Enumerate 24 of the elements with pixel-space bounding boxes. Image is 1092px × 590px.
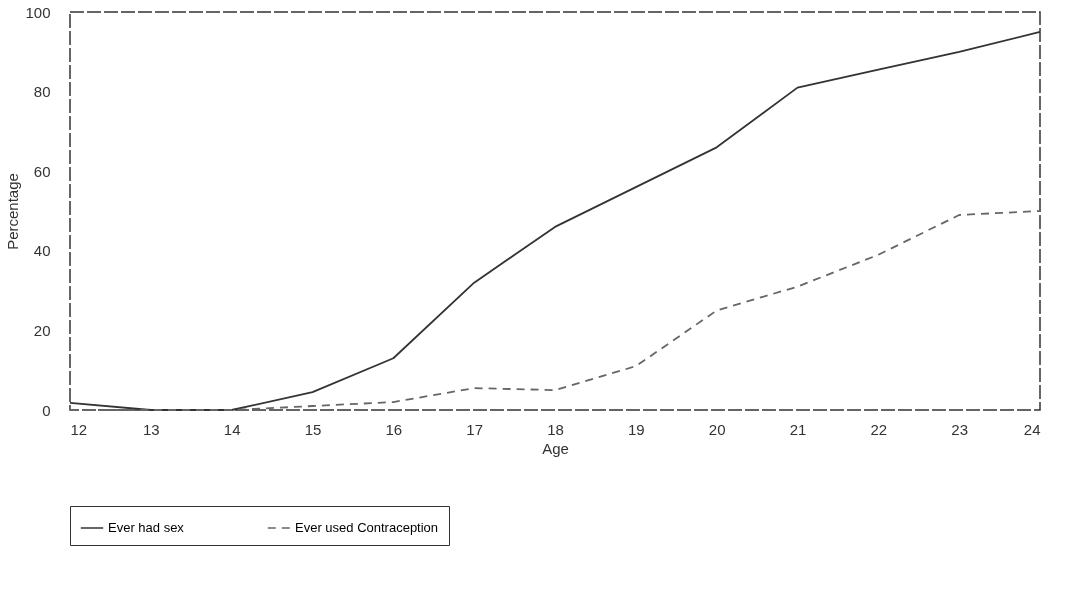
y-tick-label: 20 (33, 321, 51, 339)
x-tick-label: 12 (70, 420, 88, 438)
x-tick-label: 17 (466, 420, 484, 438)
x-tick-label: 24 (1023, 420, 1041, 438)
y-tick-label: 40 (33, 242, 51, 260)
y-tick-label: 100 (25, 3, 51, 21)
y-tick-label: 60 (33, 162, 51, 180)
x-tick-label: 16 (385, 420, 403, 438)
x-axis-title: Age (542, 439, 569, 457)
line-series (69, 210, 1041, 411)
x-tick-label: 15 (304, 420, 322, 438)
y-axis-title: Percentage (4, 173, 22, 250)
x-tick-label: 21 (789, 420, 807, 438)
x-tick-label: 18 (547, 420, 564, 438)
x-tick-label: 22 (870, 420, 888, 438)
y-tick-label: 80 (33, 83, 51, 101)
y-tick-label: 0 (42, 401, 51, 419)
legend-label: Ever had sex (108, 520, 185, 535)
x-tick-label: 13 (142, 420, 160, 438)
x-tick-label: 14 (223, 420, 241, 438)
x-tick-label: 20 (708, 420, 726, 438)
x-tick-label: 23 (951, 420, 969, 438)
x-tick-label: 19 (627, 420, 645, 438)
legend-label: Ever used Contraception (295, 520, 439, 535)
